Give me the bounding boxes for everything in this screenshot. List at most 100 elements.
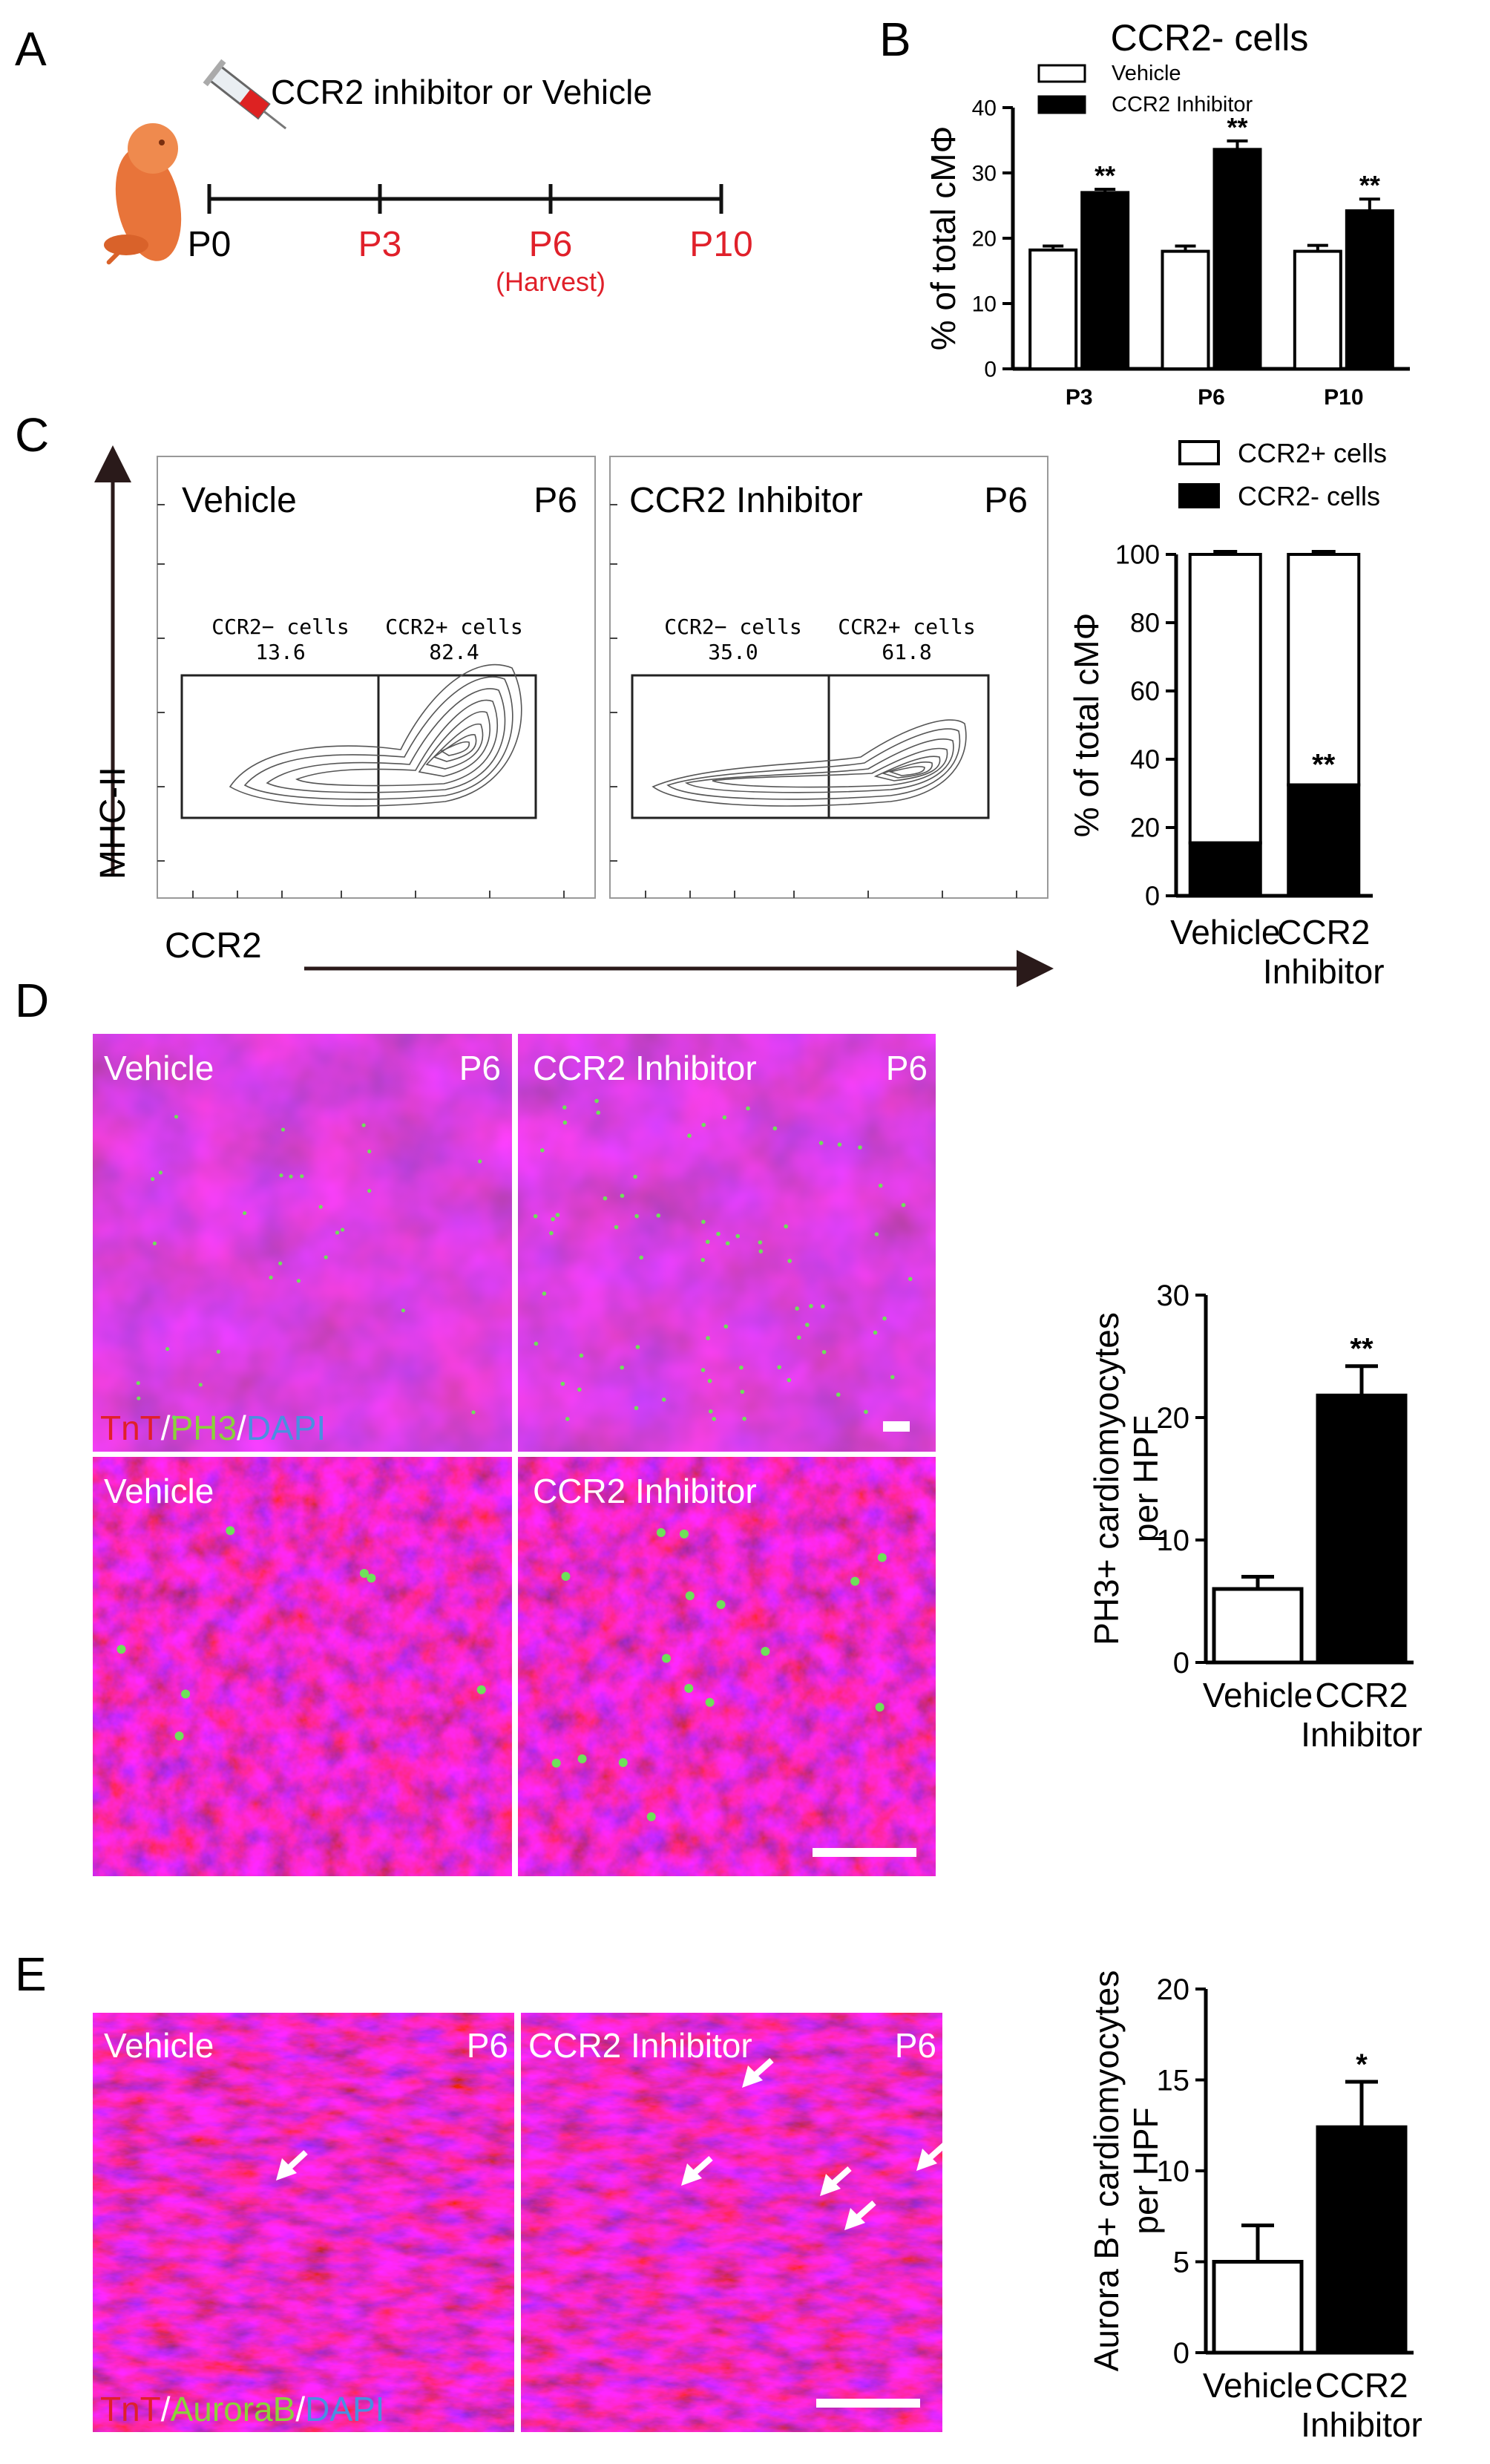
- nucleus-dot: [151, 1177, 155, 1182]
- panel-letter-e: E: [15, 1947, 47, 2001]
- nucleus-dot: [596, 1110, 601, 1115]
- nucleus-dot: [890, 1374, 895, 1380]
- nucleus-dot: [784, 1224, 788, 1229]
- nucleus-dot: [562, 1105, 567, 1110]
- panel-letter-c: C: [15, 408, 49, 462]
- nucleus-dot: [882, 1316, 887, 1321]
- nucleus-dot: [603, 1196, 608, 1201]
- nucleus-dot: [821, 1349, 827, 1354]
- arrow-icon: [820, 2166, 852, 2196]
- nucleus-dot: [561, 1571, 571, 1581]
- flow-time: P6: [534, 481, 577, 520]
- y-tick-label: 20: [972, 227, 997, 252]
- micrograph-time: P6: [467, 2026, 508, 2065]
- legend-swatch: [1178, 440, 1220, 465]
- nucleus-dot: [579, 1353, 584, 1358]
- timepoint-p0: P0: [188, 225, 232, 264]
- nucleus-dot: [198, 1383, 203, 1387]
- chart-c: 0 20 40 60 80 100 % of total cMΦ CCR2+ cells CCR…: [1067, 438, 1387, 991]
- nucleus-dot: [620, 1193, 625, 1198]
- nucleus-dot: [171, 1415, 177, 1420]
- nucleus-dot: [137, 1396, 141, 1400]
- nucleus-dot: [152, 1241, 157, 1245]
- nucleus-dot: [618, 1757, 628, 1767]
- y-tick-label: 80: [1130, 608, 1160, 638]
- nucleus-dot: [739, 1365, 744, 1370]
- axis-ticks: [157, 504, 565, 898]
- scale-bar: [883, 1421, 910, 1432]
- x-tick-label: CCR2 Inhibitor: [1263, 913, 1385, 991]
- nucleus-dot: [722, 1115, 727, 1120]
- panel-d: D Vehicle P6 TnT/PH3/DAPI CCR2 Inhibitor…: [15, 974, 1422, 1876]
- nucleus-dot: [836, 1392, 841, 1397]
- bar-segment: [1287, 553, 1361, 787]
- nucleus-dot: [706, 1336, 710, 1340]
- panel-a: A CCR2 inhibitor or Vehicle P0 P3 P6 P10…: [15, 22, 753, 297]
- nucleus-dot: [278, 1261, 283, 1265]
- mouse-pup-icon: [104, 123, 182, 265]
- nucleus-dot: [539, 1148, 545, 1153]
- chart-b: CCR2- cells 0 10 20 30 40 % of total cMΦ Vehicl…: [924, 17, 1410, 410]
- gate-pos-value: 61.8: [882, 640, 931, 664]
- nucleus-dot: [809, 1303, 813, 1308]
- nucleus-dot: [661, 1398, 666, 1402]
- nucleus-dot: [777, 1365, 781, 1369]
- nucleus-dot: [174, 1115, 179, 1119]
- nucleus-dot: [181, 1689, 191, 1699]
- nucleus-dot: [542, 1291, 547, 1296]
- bar: [1212, 1587, 1304, 1665]
- nucleus-dot: [165, 1347, 170, 1351]
- nucleus-dot: [614, 1225, 619, 1230]
- nucleus-dot: [701, 1219, 706, 1225]
- micrograph-inhibitor-high: CCR2 Inhibitor: [518, 1457, 936, 1876]
- legend-label: CCR2- cells: [1238, 481, 1380, 511]
- nucleus-dot: [216, 1349, 220, 1354]
- flow-x-label: CCR2: [165, 926, 262, 966]
- nucleus-dot: [555, 1213, 560, 1217]
- nucleus-dot: [226, 1526, 235, 1536]
- y-tick-label: 100: [1115, 540, 1160, 570]
- y-tick-label: 15: [1157, 2065, 1190, 2097]
- y-tick-label: 20: [1157, 1402, 1190, 1435]
- panel-c: C MHC-II CCR2 Vehicle P6 CCR2− cells 13.…: [15, 408, 1387, 991]
- nucleus-dot: [818, 1141, 824, 1145]
- bar: [1080, 191, 1130, 370]
- contour-plot: [652, 719, 967, 807]
- legend-swatch: [1178, 483, 1220, 508]
- nucleus-dot: [174, 1731, 184, 1741]
- nucleus-dot: [858, 1145, 862, 1150]
- nucleus-dot: [279, 1173, 283, 1178]
- micrograph-condition: Vehicle: [104, 2026, 214, 2065]
- arrow-icon: [844, 2201, 876, 2230]
- bar: [1161, 249, 1210, 370]
- nucleus-dot: [705, 1697, 715, 1707]
- nucleus-dot: [620, 1365, 624, 1370]
- y-tick-label: 30: [972, 162, 997, 186]
- significance-mark: **: [1094, 160, 1115, 191]
- nucleus-dot: [685, 1591, 695, 1601]
- flow-y-label: MHC-II: [93, 767, 133, 879]
- legend-label: CCR2 Inhibitor: [1112, 93, 1253, 117]
- nucleus-dot: [296, 1279, 301, 1283]
- chart-title: CCR2- cells: [1111, 17, 1309, 59]
- micrograph-vehicle-high: Vehicle: [93, 1457, 512, 1876]
- y-tick-label: 40: [1130, 744, 1160, 775]
- nucleus-dot: [367, 1149, 372, 1154]
- nucleus-dot: [742, 1416, 746, 1421]
- y-tick-label: 20: [1157, 1973, 1190, 2006]
- y-tick-label: 0: [1145, 881, 1160, 911]
- flow-condition: CCR2 Inhibitor: [629, 481, 863, 520]
- y-tick-label: 20: [1130, 813, 1160, 843]
- nucleus-dot: [401, 1308, 406, 1313]
- nucleus-dot: [701, 1122, 706, 1127]
- nucleus-dot: [787, 1377, 792, 1383]
- nucleus-dot: [324, 1255, 328, 1259]
- nucleus-dot: [318, 1205, 323, 1209]
- nucleus-dot: [796, 1335, 801, 1340]
- x-tick-label: P3: [1066, 385, 1093, 410]
- x-tick-label: Vehicle: [1203, 2366, 1313, 2405]
- micrograph-condition: CCR2 Inhibitor: [528, 2026, 752, 2065]
- flow-time: P6: [984, 481, 1028, 520]
- nucleus-dot: [874, 1232, 879, 1236]
